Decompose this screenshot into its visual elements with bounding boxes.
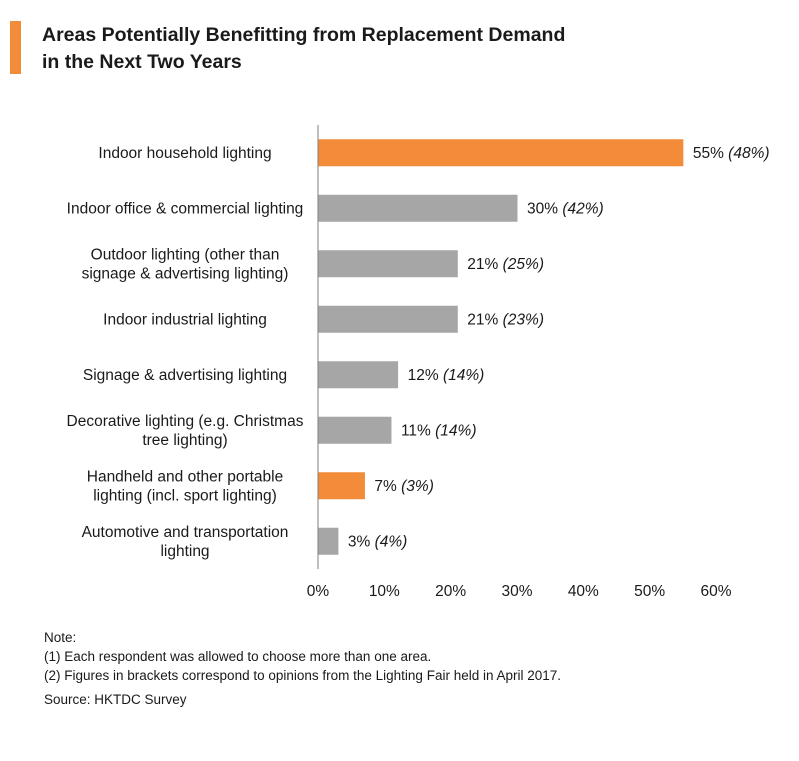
category-label-line: lighting bbox=[160, 543, 209, 560]
value-label-main: 21% bbox=[467, 256, 502, 273]
notes-section: Note: (1) Each respondent was allowed to… bbox=[44, 628, 561, 709]
category-label-line: Automotive and transportation bbox=[82, 524, 289, 541]
value-label-bracket: (4%) bbox=[375, 533, 408, 550]
category-label-6: Handheld and other portable lighting (inc… bbox=[87, 468, 283, 504]
value-label-bracket: (48%) bbox=[728, 145, 769, 162]
value-label-4: 12% (14%) bbox=[408, 367, 485, 384]
category-label-7: Automotive and transportation lighting bbox=[82, 524, 289, 560]
value-label-main: 12% bbox=[408, 367, 443, 384]
note-1: (1) Each respondent was allowed to choos… bbox=[44, 649, 432, 664]
bar-2 bbox=[318, 250, 458, 278]
value-label-7: 3% (4%) bbox=[348, 533, 407, 550]
x-tick-label-4: 40% bbox=[568, 583, 599, 600]
x-tick-label-3: 30% bbox=[501, 583, 532, 600]
bar-1 bbox=[318, 194, 518, 222]
category-label-1: Indoor office & commercial lighting bbox=[67, 200, 304, 217]
category-label-2: Outdoor lighting (other than signage & ad… bbox=[82, 246, 289, 282]
category-label-0: Indoor household lighting bbox=[98, 145, 271, 162]
value-label-bracket: (3%) bbox=[401, 478, 434, 495]
bar-6 bbox=[318, 472, 365, 500]
value-label-main: 21% bbox=[467, 311, 502, 328]
category-label-line: Indoor office & commercial lighting bbox=[67, 200, 304, 217]
bar-0 bbox=[318, 139, 684, 167]
x-tick-label-5: 50% bbox=[634, 583, 665, 600]
x-tick-label-1: 10% bbox=[369, 583, 400, 600]
value-label-main: 55% bbox=[693, 145, 728, 162]
category-label-line: Indoor industrial lighting bbox=[103, 311, 267, 328]
value-label-6: 7% (3%) bbox=[374, 478, 433, 495]
x-tick-label-0: 0% bbox=[307, 583, 330, 600]
category-label-3: Indoor industrial lighting bbox=[103, 311, 267, 328]
value-label-bracket: (23%) bbox=[503, 311, 544, 328]
value-label-main: 7% bbox=[374, 478, 401, 495]
bar-chart: Indoor household lighting 55% (48%) Indoor… bbox=[67, 125, 770, 600]
category-label-line: Signage & advertising lighting bbox=[83, 367, 287, 384]
source-note: Source: HKTDC Survey bbox=[44, 692, 187, 707]
chart-title-line-1: Areas Potentially Benefitting from Repla… bbox=[42, 24, 566, 46]
value-label-main: 11% bbox=[401, 422, 435, 439]
x-tick-label-2: 20% bbox=[435, 583, 466, 600]
chart-title: Areas Potentially Benefitting from Repla… bbox=[42, 22, 565, 76]
category-label-5: Decorative lighting (e.g. Christmas tree … bbox=[67, 413, 304, 449]
note-2: (2) Figures in brackets correspond to op… bbox=[44, 668, 562, 683]
category-label-line: Outdoor lighting (other than bbox=[91, 246, 280, 263]
notes-heading: Note: bbox=[44, 630, 77, 645]
chart-title-line-2: in the Next Two Years bbox=[42, 51, 242, 73]
value-label-bracket: (25%) bbox=[503, 256, 544, 273]
value-label-bracket: (14%) bbox=[435, 422, 476, 439]
category-label-line: lighting (incl. sport lighting) bbox=[93, 487, 277, 504]
value-label-main: 3% bbox=[348, 533, 375, 550]
bar-4 bbox=[318, 361, 399, 389]
title-accent-bar bbox=[10, 21, 21, 74]
value-label-bracket: (42%) bbox=[562, 200, 603, 217]
category-label-line: tree lighting) bbox=[142, 432, 227, 449]
value-label-0: 55% (48%) bbox=[693, 145, 770, 162]
value-label-2: 21% (25%) bbox=[467, 256, 544, 273]
value-label-1: 30% (42%) bbox=[527, 200, 604, 217]
bar-7 bbox=[318, 527, 339, 555]
value-label-5: 11% (14%) bbox=[401, 422, 477, 439]
category-label-line: Handheld and other portable bbox=[87, 468, 283, 485]
category-label-4: Signage & advertising lighting bbox=[83, 367, 287, 384]
value-label-bracket: (14%) bbox=[443, 367, 484, 384]
value-label-3: 21% (23%) bbox=[467, 311, 544, 328]
category-label-line: Indoor household lighting bbox=[98, 145, 271, 162]
category-label-line: signage & advertising lighting) bbox=[82, 265, 289, 282]
category-label-line: Decorative lighting (e.g. Christmas bbox=[67, 413, 304, 430]
x-tick-label-6: 60% bbox=[700, 583, 731, 600]
bar-5 bbox=[318, 416, 392, 444]
value-label-main: 30% bbox=[527, 200, 562, 217]
bar-3 bbox=[318, 305, 458, 333]
